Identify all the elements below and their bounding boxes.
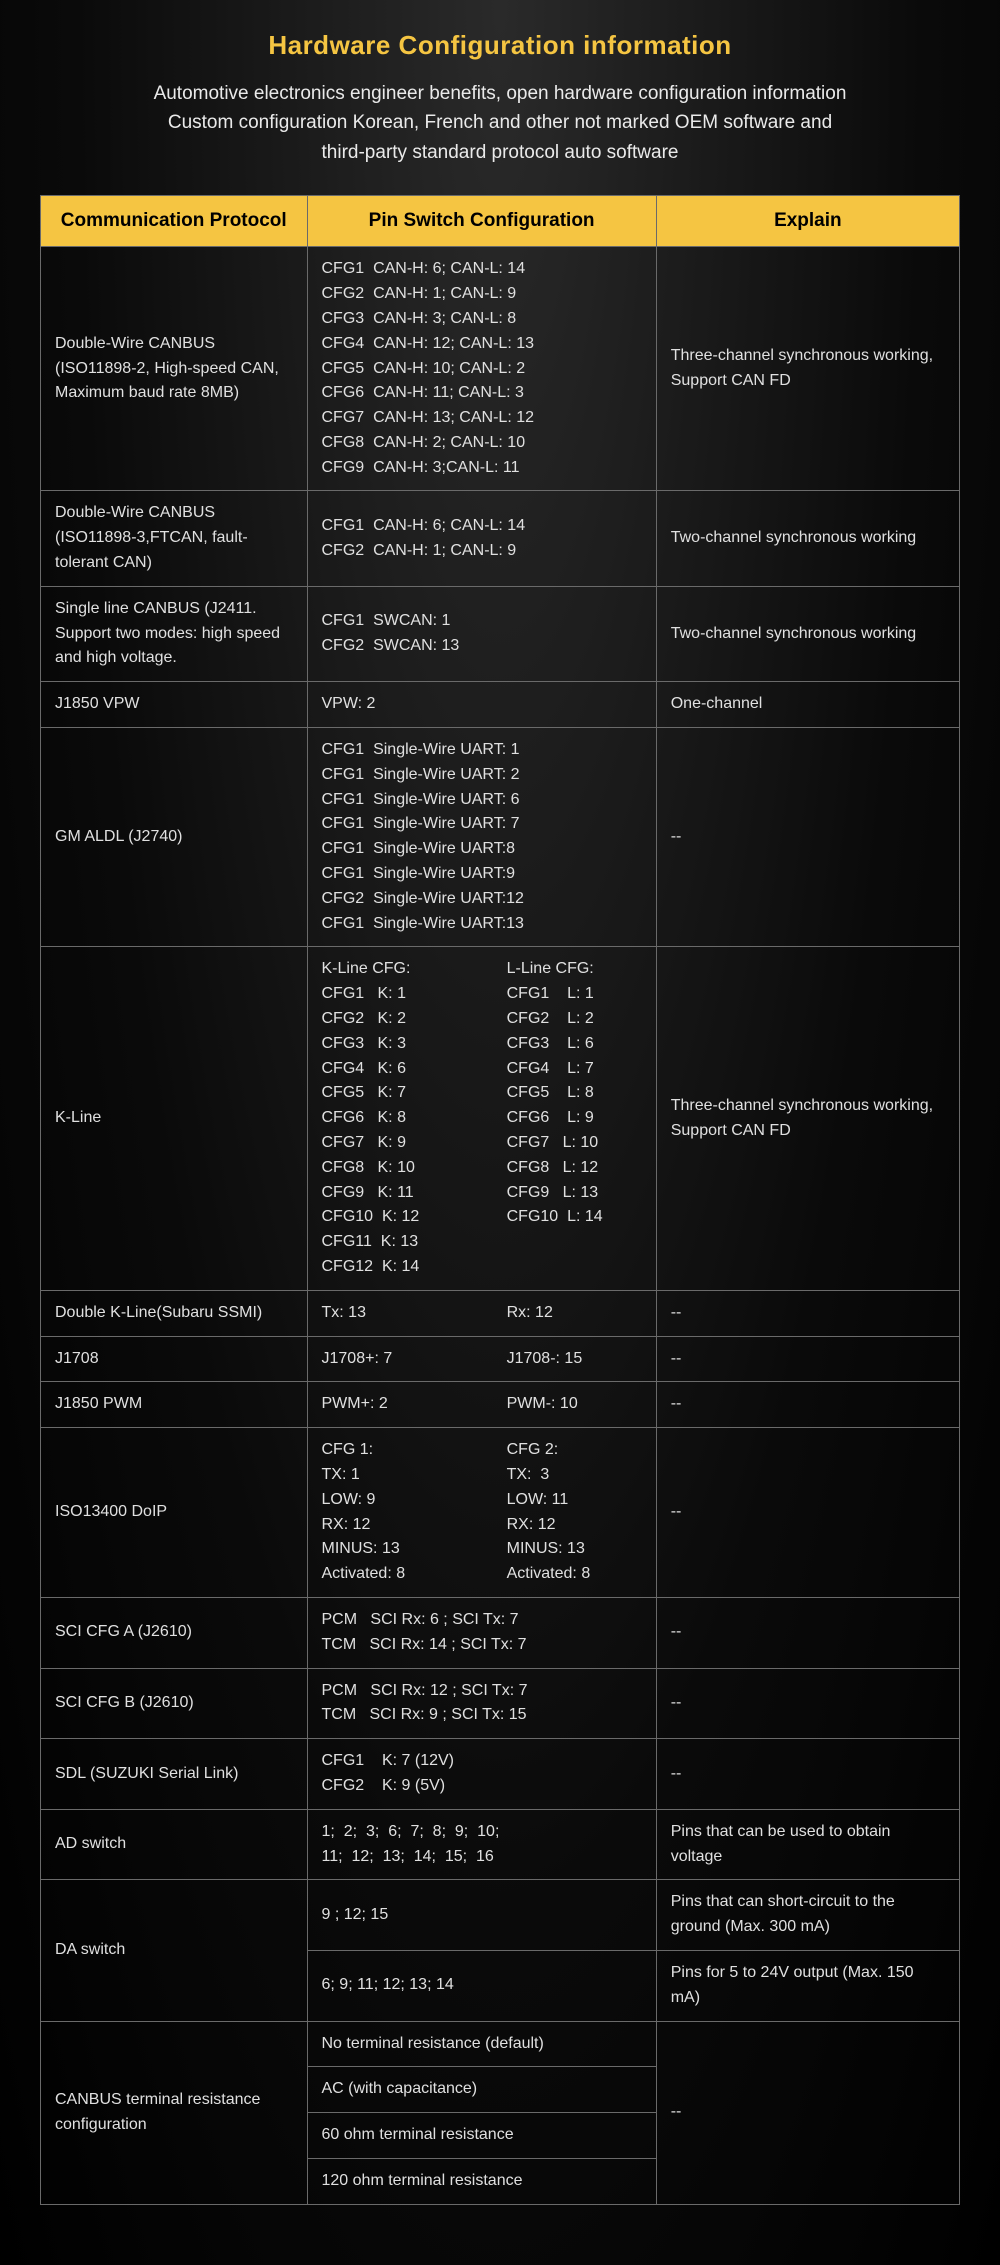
- page-subtitle: Automotive electronics engineer benefits…: [40, 79, 960, 167]
- cell-config: No terminal resistance (default): [307, 2021, 656, 2067]
- cell-protocol: Double K-Line(Subaru SSMI): [41, 1290, 308, 1336]
- table-row: SDL (SUZUKI Serial Link) CFG1 K: 7 (12V)…: [41, 1739, 960, 1810]
- col-config: Pin Switch Configuration: [307, 196, 656, 247]
- cell-config: 60 ohm terminal resistance: [307, 2113, 656, 2159]
- table-row: Single line CANBUS (J2411. Support two m…: [41, 586, 960, 681]
- cell-config: CFG1 K: 7 (12V) CFG2 K: 9 (5V): [307, 1739, 656, 1810]
- table-row: Double-Wire CANBUS (ISO11898-3,FTCAN, fa…: [41, 491, 960, 586]
- cell-config: CFG 1: TX: 1 LOW: 9 RX: 12 MINUS: 13 Act…: [307, 1428, 656, 1598]
- table-row: ISO13400 DoIP CFG 1: TX: 1 LOW: 9 RX: 12…: [41, 1428, 960, 1598]
- cell-explain: Three-channel synchronous working, Suppo…: [656, 247, 959, 491]
- col-explain: Explain: [656, 196, 959, 247]
- table-row: DA switch 9 ; 12; 15 Pins that can short…: [41, 1880, 960, 1951]
- cell-explain: --: [656, 1336, 959, 1382]
- cell-config: 120 ohm terminal resistance: [307, 2158, 656, 2204]
- cell-protocol: DA switch: [41, 1880, 308, 2021]
- cell-protocol: J1850 VPW: [41, 682, 308, 728]
- cell-explain: --: [656, 1668, 959, 1739]
- cell-explain: --: [656, 1290, 959, 1336]
- cell-explain: --: [656, 1428, 959, 1598]
- cell-protocol: Single line CANBUS (J2411. Support two m…: [41, 586, 308, 681]
- table-row: AD switch 1; 2; 3; 6; 7; 8; 9; 10; 11; 1…: [41, 1809, 960, 1880]
- table-row: SCI CFG A (J2610) PCM SCI Rx: 6 ; SCI Tx…: [41, 1597, 960, 1668]
- cell-protocol: AD switch: [41, 1809, 308, 1880]
- cell-config: AC (with capacitance): [307, 2067, 656, 2113]
- cell-explain: --: [656, 1597, 959, 1668]
- cell-protocol: SCI CFG B (J2610): [41, 1668, 308, 1739]
- cell-explain: Pins that can short-circuit to the groun…: [656, 1880, 959, 1951]
- cell-config: K-Line CFG: CFG1 K: 1 CFG2 K: 2 CFG3 K: …: [307, 947, 656, 1290]
- cell-protocol: SCI CFG A (J2610): [41, 1597, 308, 1668]
- table-row: J1850 VPW VPW: 2 One-channel: [41, 682, 960, 728]
- cell-config: PCM SCI Rx: 6 ; SCI Tx: 7 TCM SCI Rx: 14…: [307, 1597, 656, 1668]
- cell-config: Tx: 13 Rx: 12: [307, 1290, 656, 1336]
- cell-explain: Three-channel synchronous working, Suppo…: [656, 947, 959, 1290]
- page-title: Hardware Configuration information: [40, 30, 960, 61]
- cell-explain: Pins for 5 to 24V output (Max. 150 mA): [656, 1950, 959, 2021]
- table-row: J1708 J1708+: 7 J1708-: 15 --: [41, 1336, 960, 1382]
- table-row: K-Line K-Line CFG: CFG1 K: 1 CFG2 K: 2 C…: [41, 947, 960, 1290]
- cell-protocol: CANBUS terminal resistance configuration: [41, 2021, 308, 2204]
- cell-config: 6; 9; 11; 12; 13; 14: [307, 1950, 656, 2021]
- table-row: Double-Wire CANBUS (ISO11898-2, High-spe…: [41, 247, 960, 491]
- cell-explain: Pins that can be used to obtain voltage: [656, 1809, 959, 1880]
- table-row: SCI CFG B (J2610) PCM SCI Rx: 12 ; SCI T…: [41, 1668, 960, 1739]
- cell-config: CFG1 CAN-H: 6; CAN-L: 14 CFG2 CAN-H: 1; …: [307, 491, 656, 586]
- cell-protocol: ISO13400 DoIP: [41, 1428, 308, 1598]
- table-row: CANBUS terminal resistance configuration…: [41, 2021, 960, 2067]
- cell-config: PWM+: 2 PWM-: 10: [307, 1382, 656, 1428]
- table-row: J1850 PWM PWM+: 2 PWM-: 10 --: [41, 1382, 960, 1428]
- cell-protocol: K-Line: [41, 947, 308, 1290]
- table-header-row: Communication Protocol Pin Switch Config…: [41, 196, 960, 247]
- cell-protocol: SDL (SUZUKI Serial Link): [41, 1739, 308, 1810]
- cell-explain: --: [656, 1382, 959, 1428]
- cell-protocol: J1708: [41, 1336, 308, 1382]
- cell-config: CFG1 Single-Wire UART: 1 CFG1 Single-Wir…: [307, 728, 656, 947]
- cell-protocol: J1850 PWM: [41, 1382, 308, 1428]
- cell-explain: Two-channel synchronous working: [656, 491, 959, 586]
- cell-protocol: Double-Wire CANBUS (ISO11898-3,FTCAN, fa…: [41, 491, 308, 586]
- col-protocol: Communication Protocol: [41, 196, 308, 247]
- cell-explain: --: [656, 728, 959, 947]
- cell-explain: One-channel: [656, 682, 959, 728]
- cell-config: J1708+: 7 J1708-: 15: [307, 1336, 656, 1382]
- cell-config: 1; 2; 3; 6; 7; 8; 9; 10; 11; 12; 13; 14;…: [307, 1809, 656, 1880]
- cell-config: CFG1 SWCAN: 1 CFG2 SWCAN: 13: [307, 586, 656, 681]
- cell-explain: --: [656, 1739, 959, 1810]
- cell-explain: Two-channel synchronous working: [656, 586, 959, 681]
- cell-protocol: GM ALDL (J2740): [41, 728, 308, 947]
- cell-config: CFG1 CAN-H: 6; CAN-L: 14 CFG2 CAN-H: 1; …: [307, 247, 656, 491]
- table-row: Double K-Line(Subaru SSMI) Tx: 13 Rx: 12…: [41, 1290, 960, 1336]
- cell-protocol: Double-Wire CANBUS (ISO11898-2, High-spe…: [41, 247, 308, 491]
- hardware-config-table: Communication Protocol Pin Switch Config…: [40, 195, 960, 2204]
- cell-config: PCM SCI Rx: 12 ; SCI Tx: 7 TCM SCI Rx: 9…: [307, 1668, 656, 1739]
- cell-config: VPW: 2: [307, 682, 656, 728]
- cell-config: 9 ; 12; 15: [307, 1880, 656, 1951]
- table-row: GM ALDL (J2740) CFG1 Single-Wire UART: 1…: [41, 728, 960, 947]
- cell-explain: --: [656, 2021, 959, 2204]
